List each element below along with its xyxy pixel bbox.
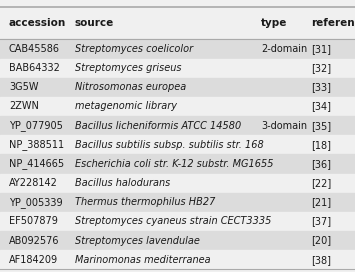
Bar (0, 7, 355, 39)
Text: YP_077905: YP_077905 (9, 120, 63, 131)
Text: 2-domain: 2-domain (261, 44, 307, 54)
Text: EF507879: EF507879 (9, 217, 58, 226)
Text: NP_414665: NP_414665 (9, 159, 64, 169)
Bar (0, 58, 355, 78)
Text: AF184209: AF184209 (9, 255, 58, 265)
Text: Streptomyces lavendulae: Streptomyces lavendulae (75, 236, 200, 246)
Text: metagenomic library: metagenomic library (75, 101, 176, 112)
Bar (0, 250, 355, 269)
Text: NP_388511: NP_388511 (9, 139, 64, 150)
Text: [31]: [31] (311, 44, 331, 54)
Bar (0, 231, 355, 250)
Text: Marinomonas mediterranea: Marinomonas mediterranea (75, 255, 210, 265)
Text: [34]: [34] (311, 101, 331, 112)
Text: source: source (75, 18, 114, 28)
Bar (0, 154, 355, 174)
Text: AY228142: AY228142 (9, 178, 58, 188)
Bar (0, 39, 355, 58)
Text: 2ZWN: 2ZWN (9, 101, 39, 112)
Bar (0, 116, 355, 135)
Text: 3-domain: 3-domain (261, 120, 307, 131)
Bar (0, 78, 355, 97)
Text: [21]: [21] (311, 197, 331, 207)
Text: Streptomyces coelicolor: Streptomyces coelicolor (75, 44, 193, 54)
Text: [18]: [18] (311, 140, 331, 150)
Bar (0, 193, 355, 212)
Text: 3G5W: 3G5W (9, 82, 38, 92)
Text: accession: accession (9, 18, 66, 28)
Text: [20]: [20] (311, 236, 331, 246)
Text: Escherichia coli str. K-12 substr. MG1655: Escherichia coli str. K-12 substr. MG165… (75, 159, 273, 169)
Text: Streptomyces cyaneus strain CECT3335: Streptomyces cyaneus strain CECT3335 (75, 217, 271, 226)
Text: reference: reference (311, 18, 355, 28)
Text: [22]: [22] (311, 178, 331, 188)
Bar (0, 135, 355, 154)
Text: [35]: [35] (311, 120, 331, 131)
Text: Nitrosomonas europea: Nitrosomonas europea (75, 82, 186, 92)
Text: [38]: [38] (311, 255, 331, 265)
Bar (0, 174, 355, 193)
Bar (0, 97, 355, 116)
Text: Bacillus subtilis subsp. subtilis str. 168: Bacillus subtilis subsp. subtilis str. 1… (75, 140, 263, 150)
Text: AB092576: AB092576 (9, 236, 59, 246)
Text: [32]: [32] (311, 63, 331, 73)
Text: [33]: [33] (311, 82, 331, 92)
Text: CAB45586: CAB45586 (9, 44, 60, 54)
Text: Streptomyces griseus: Streptomyces griseus (75, 63, 181, 73)
Text: Bacillus licheniformis ATCC 14580: Bacillus licheniformis ATCC 14580 (75, 120, 241, 131)
Text: type: type (261, 18, 287, 28)
Text: Thermus thermophilus HB27: Thermus thermophilus HB27 (75, 197, 215, 207)
Text: [37]: [37] (311, 217, 331, 226)
Text: [36]: [36] (311, 159, 331, 169)
Text: Bacillus halodurans: Bacillus halodurans (75, 178, 170, 188)
Bar (0, 212, 355, 231)
Text: BAB64332: BAB64332 (9, 63, 60, 73)
Text: YP_005339: YP_005339 (9, 197, 62, 208)
